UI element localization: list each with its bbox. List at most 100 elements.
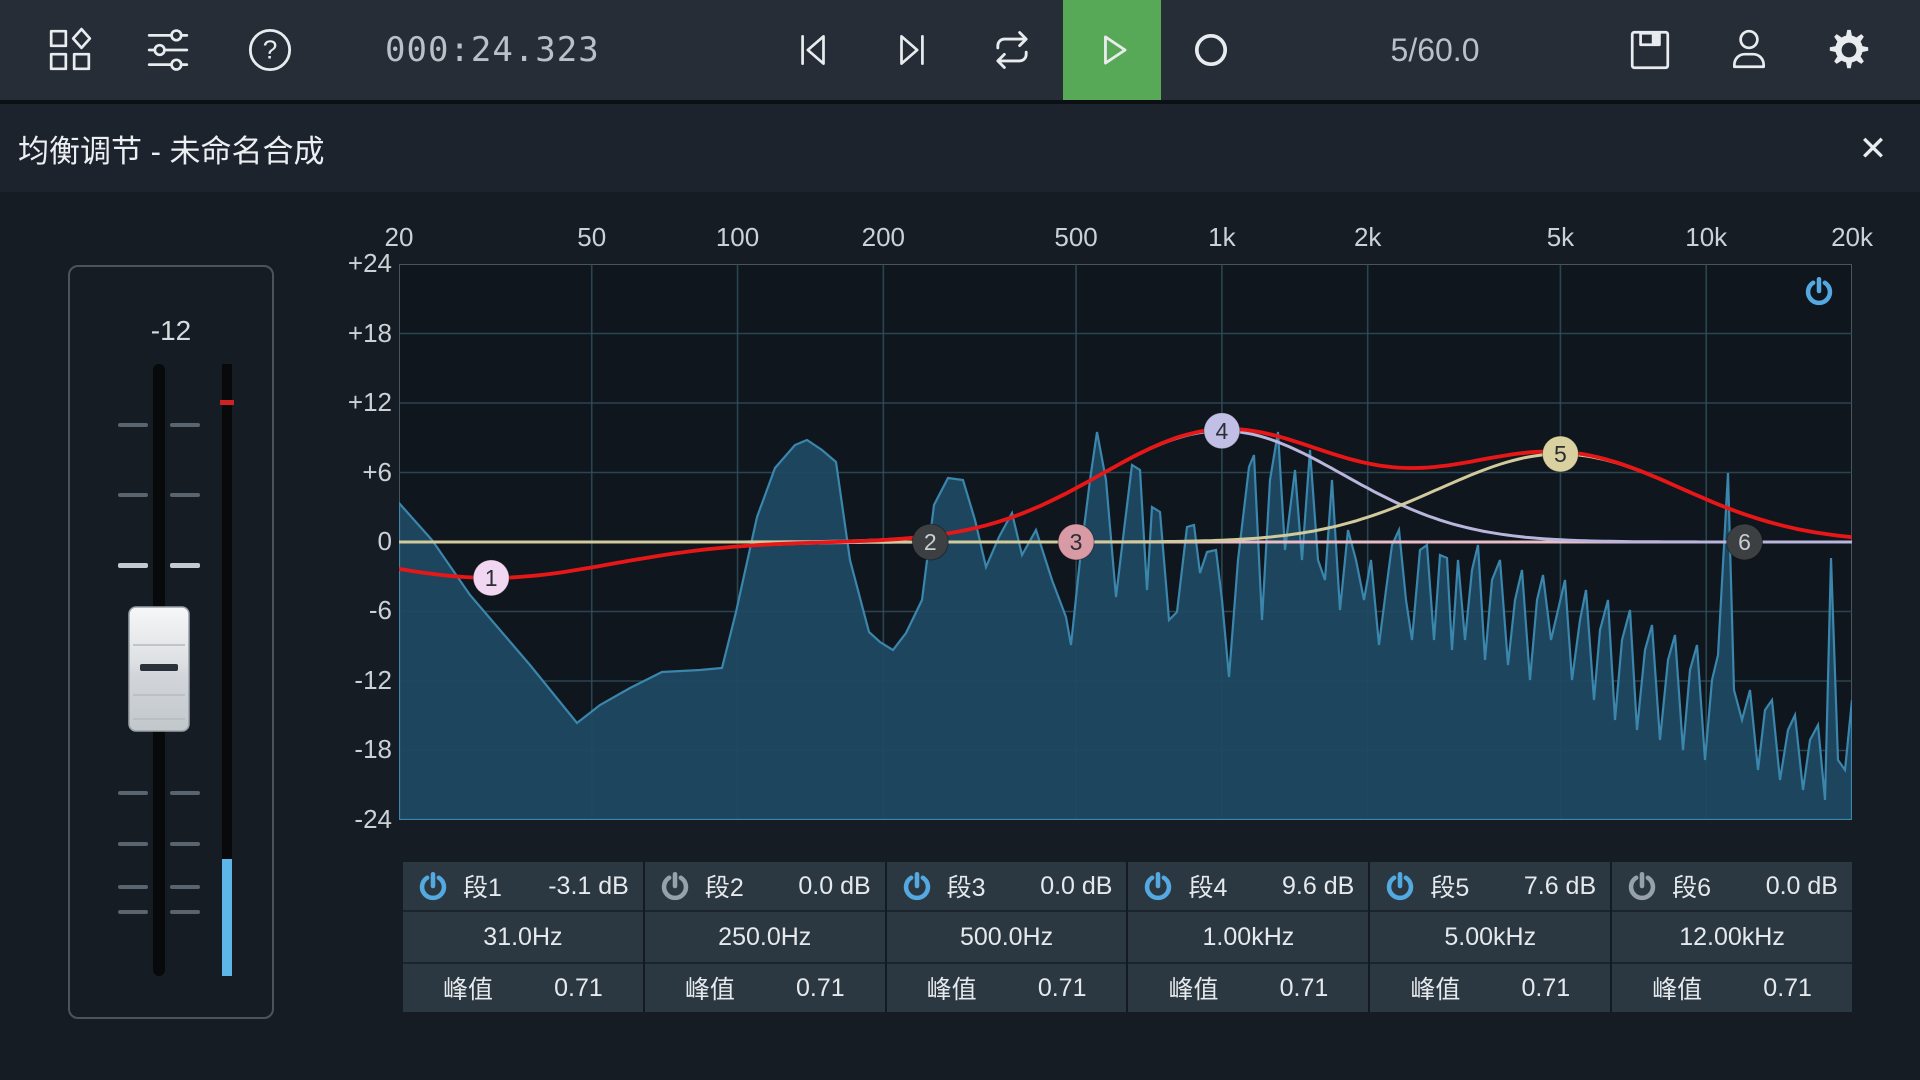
peak-label: 峰值	[1652, 976, 1703, 1004]
peak-label: 峰值	[1410, 976, 1461, 1004]
band-gain-value: 9.6 dB	[1282, 871, 1355, 900]
band-power-toggle[interactable]	[1142, 870, 1174, 902]
band-q-row[interactable]: 峰值 0.71	[403, 964, 643, 1012]
peak-label: 峰值	[443, 976, 494, 1004]
db-tick-label: 0	[377, 526, 392, 556]
db-tick-label: -24	[354, 803, 392, 834]
close-icon[interactable]: ✕	[1858, 130, 1888, 168]
eq-plot-area[interactable]: 1 2 3 4 5 6	[399, 264, 1852, 820]
fader-tick-zero	[170, 563, 200, 568]
band-header[interactable]: 段2 0.0 dB	[644, 862, 885, 912]
freq-tick-label: 50	[577, 222, 607, 252]
band-frequency[interactable]: 5.00kHz	[1370, 912, 1611, 964]
skip-end-icon[interactable]	[877, 0, 949, 100]
band-label: 段3	[946, 874, 986, 902]
peak-label: 峰值	[1168, 976, 1219, 1004]
band-panel-5: 段5 7.6 dB 5.00kHz 峰值 0.71	[1368, 862, 1611, 1012]
band-power-toggle[interactable]	[659, 870, 691, 902]
band-power-toggle[interactable]	[901, 870, 933, 902]
fader-tick	[170, 493, 200, 497]
band-panel-1: 段1 -3.1 dB 31.0Hz 峰值 0.71	[403, 862, 643, 1012]
svg-text:5: 5	[1554, 441, 1567, 467]
band-q-row[interactable]: 峰值 0.71	[1128, 964, 1369, 1012]
band-panel-4: 段4 9.6 dB 1.00kHz 峰值 0.71	[1126, 862, 1369, 1012]
db-tick-label: +12	[347, 387, 392, 417]
freq-tick-label: 1k	[1208, 222, 1236, 252]
band-header[interactable]: 段5 7.6 dB	[1370, 862, 1611, 912]
fader-handle[interactable]	[127, 605, 191, 733]
band-frequency[interactable]: 31.0Hz	[403, 912, 643, 964]
freq-tick-label: 20	[384, 222, 414, 252]
band-q-row[interactable]: 峰值 0.71	[1370, 964, 1611, 1012]
fader-tick-zero	[118, 563, 148, 568]
level-meter	[222, 364, 232, 976]
skip-start-icon[interactable]	[776, 0, 848, 100]
band-q-value: 0.71	[795, 973, 845, 1002]
band-power-toggle[interactable]	[417, 870, 449, 902]
band-q-row[interactable]: 峰值 0.71	[644, 964, 885, 1012]
band-header[interactable]: 段6 0.0 dB	[1612, 862, 1852, 912]
band-gain-value: 0.0 dB	[1040, 871, 1113, 900]
blocks-icon[interactable]	[34, 0, 106, 100]
band-handle-5[interactable]: 5	[1541, 435, 1579, 473]
band-label: 段4	[1188, 874, 1228, 902]
band-handle-3[interactable]: 3	[1057, 523, 1095, 561]
gain-fader-panel: -12	[68, 265, 274, 1019]
time-display: 000:24.323	[385, 30, 600, 70]
db-tick-label: -6	[368, 595, 392, 626]
toolbar: ? 000:24.323	[0, 0, 1920, 104]
meter-level-fill	[222, 859, 232, 976]
band-frequency[interactable]: 1.00kHz	[1128, 912, 1369, 964]
fader-tick	[170, 885, 200, 889]
loop-icon[interactable]	[976, 0, 1048, 100]
user-icon[interactable]	[1713, 0, 1785, 100]
band-q-value: 0.71	[1037, 973, 1087, 1002]
band-q-value: 0.71	[1521, 973, 1571, 1002]
band-power-toggle[interactable]	[1384, 870, 1416, 902]
band-header[interactable]: 段3 0.0 dB	[886, 862, 1127, 912]
fader-tick	[118, 423, 148, 427]
band-q-row[interactable]: 峰值 0.71	[1612, 964, 1852, 1012]
band-q-value: 0.71	[1763, 973, 1812, 1002]
band-q-value: 0.71	[554, 973, 603, 1002]
db-tick-label: -18	[354, 734, 392, 765]
band-header[interactable]: 段4 9.6 dB	[1128, 862, 1369, 912]
band-label: 段5	[1430, 874, 1470, 902]
band-frequency[interactable]: 250.0Hz	[644, 912, 885, 964]
fader-value-label: -12	[150, 315, 192, 346]
svg-text:1: 1	[485, 565, 498, 591]
band-panel-3: 段3 0.0 dB 500.0Hz 峰值 0.71	[884, 862, 1127, 1012]
freq-tick-label: 2k	[1353, 222, 1382, 252]
band-frequency[interactable]: 500.0Hz	[886, 912, 1127, 964]
save-icon[interactable]	[1614, 0, 1686, 100]
record-icon[interactable]	[1175, 0, 1247, 100]
peak-label: 峰值	[684, 976, 735, 1004]
fader-tick	[118, 885, 148, 889]
settings-gear-icon[interactable]	[1813, 0, 1885, 100]
play-button[interactable]	[1063, 0, 1161, 100]
band-q-row[interactable]: 峰值 0.71	[886, 964, 1127, 1012]
tempo-display: 5/60.0	[1390, 31, 1480, 68]
band-panel-6: 段6 0.0 dB 12.00kHz 峰值 0.71	[1610, 862, 1852, 1012]
db-tick-label: +18	[347, 317, 392, 348]
mixer-sliders-icon[interactable]	[132, 0, 204, 100]
fader-tick	[118, 791, 148, 795]
fader-tick	[170, 910, 200, 914]
band-power-toggle[interactable]	[1626, 870, 1658, 902]
band-frequency[interactable]: 12.00kHz	[1612, 912, 1852, 964]
band-table: 段1 -3.1 dB 31.0Hz 峰值 0.71 段2 0.0 dB 250.…	[403, 862, 1852, 1012]
help-icon[interactable]: ?	[234, 0, 306, 100]
band-gain-value: 0.0 dB	[798, 871, 871, 900]
band-header[interactable]: 段1 -3.1 dB	[403, 862, 643, 912]
fader-tick	[118, 842, 148, 846]
band-gain-value: -3.1 dB	[548, 871, 629, 900]
band-handle-2[interactable]: 2	[911, 523, 949, 561]
band-label: 段6	[1672, 874, 1712, 902]
freq-tick-label: 20k	[1831, 222, 1873, 252]
band-handle-6[interactable]: 6	[1726, 523, 1764, 561]
band-handle-4[interactable]: 4	[1203, 412, 1241, 450]
svg-text:2: 2	[924, 529, 937, 555]
eq-power-toggle[interactable]	[1803, 275, 1847, 319]
band-handle-1[interactable]: 1	[472, 559, 510, 597]
